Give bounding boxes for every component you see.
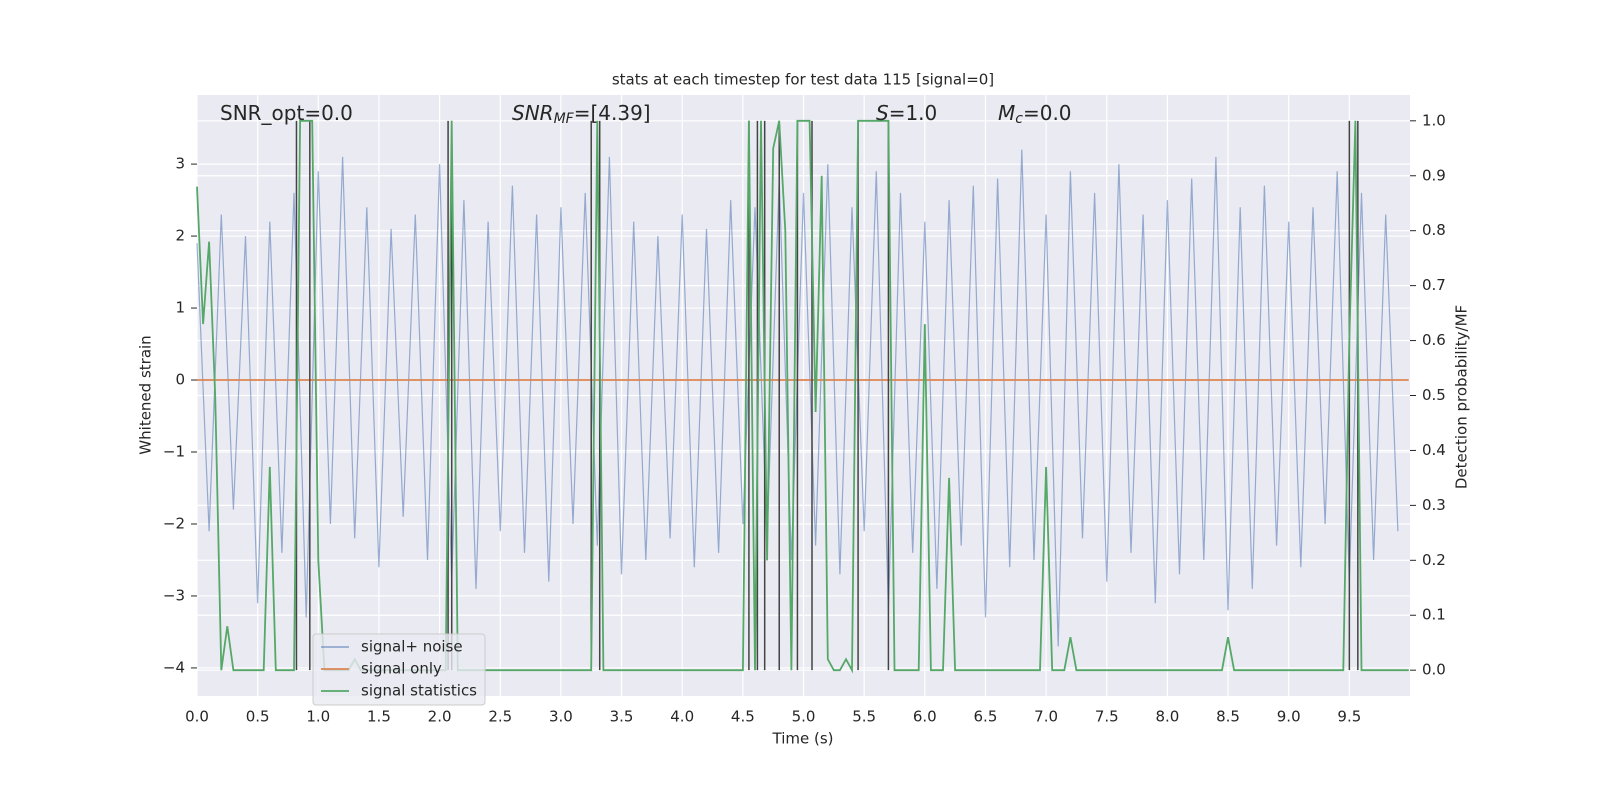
x-tick-label: 7.0 (1034, 708, 1058, 726)
y2-tick-label: 0.8 (1422, 221, 1446, 239)
legend-label: signal only (361, 660, 442, 678)
y-tick-label: 1 (175, 299, 185, 317)
x-tick-label: 5.5 (852, 708, 876, 726)
annotation-part: SNR_opt=0.0 (220, 101, 353, 125)
annotation: SNRMF=[4.39] (512, 101, 651, 128)
chart-title: stats at each timestep for test data 115… (612, 71, 994, 89)
annotation-part: MF (554, 111, 575, 127)
annotation-part: M (998, 101, 1015, 125)
y-tick-label: 0 (175, 371, 185, 389)
legend-label: signal+ noise (361, 638, 463, 656)
annotation-part: =0.0 (1023, 101, 1072, 125)
y2-tick-label: 0.3 (1422, 496, 1446, 514)
annotation: Mc=0.0 (998, 101, 1072, 128)
y2-tick-label: 0.4 (1422, 441, 1446, 459)
y2-tick-label: 1.0 (1422, 111, 1446, 129)
legend-box (312, 633, 486, 706)
y2-tick-label: 0.5 (1422, 386, 1446, 404)
x-tick-label: 4.0 (670, 708, 694, 726)
annotation-part: S (876, 101, 889, 125)
annotation-part: =1.0 (889, 101, 938, 125)
annotation-part: SNR (512, 101, 554, 125)
x-tick-label: 1.5 (367, 708, 391, 726)
y2-axis-label: Detection probability/MF (1453, 305, 1471, 489)
y-tick-label: −1 (163, 443, 185, 461)
x-tick-label: 0.0 (185, 708, 209, 726)
annotation-part: c (1015, 111, 1023, 127)
y-axis-label: Whitened strain (137, 335, 155, 454)
x-tick-label: 8.0 (1155, 708, 1179, 726)
x-tick-label: 2.0 (428, 708, 452, 726)
y2-tick-label: 0.6 (1422, 331, 1446, 349)
y-tick-label: −3 (163, 586, 185, 604)
x-tick-label: 9.0 (1277, 708, 1301, 726)
y-tick-label: −4 (163, 658, 185, 676)
x-axis-label: Time (s) (772, 730, 834, 748)
annotation: SNR_opt=0.0 (220, 101, 353, 125)
x-tick-label: 3.0 (549, 708, 573, 726)
x-tick-label: 6.5 (974, 708, 998, 726)
x-tick-label: 5.0 (792, 708, 816, 726)
x-tick-label: 4.5 (731, 708, 755, 726)
x-tick-label: 1.0 (306, 708, 330, 726)
series-line (196, 119, 1409, 674)
y2-tick-label: 0.2 (1422, 551, 1446, 569)
y2-tick-label: 0.9 (1422, 166, 1446, 184)
y2-tick-label: 0.0 (1422, 661, 1446, 679)
y-tick-label: −2 (163, 514, 185, 532)
x-tick-label: 7.5 (1095, 708, 1119, 726)
y2-tick-label: 0.1 (1422, 606, 1446, 624)
x-tick-label: 3.5 (610, 708, 634, 726)
legend-label: signal statistics (361, 682, 477, 700)
x-tick-label: 9.5 (1337, 708, 1361, 726)
y-tick-label: 3 (175, 155, 185, 173)
x-tick-label: 2.5 (488, 708, 512, 726)
y-tick-label: 2 (175, 227, 185, 245)
y2-tick-label: 0.7 (1422, 276, 1446, 294)
annotation-part: =[4.39] (574, 101, 651, 125)
x-tick-label: 6.0 (913, 708, 937, 726)
x-tick-label: 8.5 (1216, 708, 1240, 726)
annotation: S=1.0 (876, 101, 937, 125)
x-tick-label: 0.5 (246, 708, 270, 726)
